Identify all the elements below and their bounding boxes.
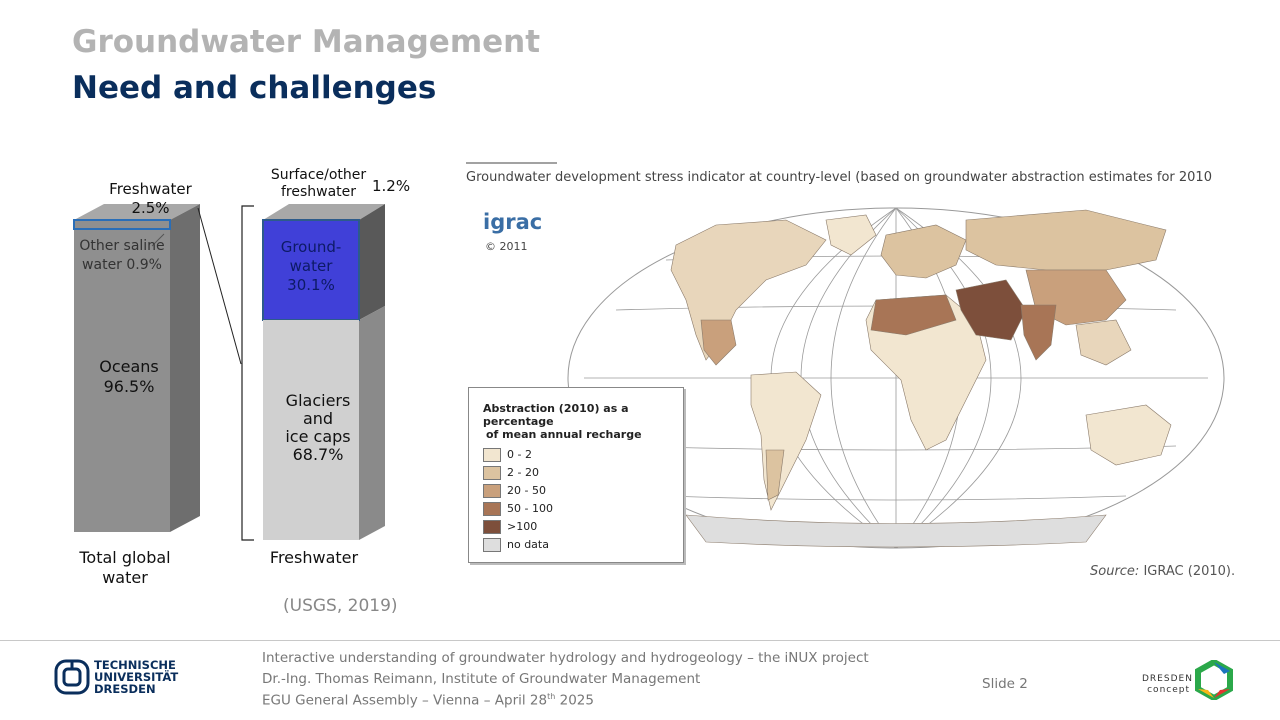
water-distribution-diagram — [73, 204, 385, 541]
usgs-citation: (USGS, 2019) — [283, 596, 398, 616]
groundwater-stress-map: igrac © 2011 — [466, 160, 1228, 580]
footer-project-line: Interactive understanding of groundwater… — [262, 650, 869, 666]
groundwater-label: Ground- water 30.1% — [280, 238, 342, 294]
total-water-bar — [73, 204, 200, 532]
legend-item: 2 - 20 — [483, 466, 539, 480]
map-caption: Groundwater development stress indicator… — [466, 170, 1212, 185]
glaciers-label: Glaciers and ice caps 68.7% — [285, 391, 351, 464]
legend-swatch — [483, 538, 501, 552]
bracket — [241, 205, 254, 541]
saline-water-label: Other saline water 0.9% — [79, 238, 165, 273]
legend-item: >100 — [483, 520, 537, 534]
freshwater-share-label: Freshwater 2.5% — [109, 180, 192, 217]
legend-item: 0 - 2 — [483, 448, 532, 462]
legend-swatch — [483, 484, 501, 498]
total-water-label: Total global water — [79, 548, 171, 587]
legend-item: 20 - 50 — [483, 484, 546, 498]
legend-item: 50 - 100 — [483, 502, 553, 516]
tu-dresden-logo-icon — [54, 659, 90, 695]
slide-subtitle: Need and challenges — [72, 70, 437, 106]
footer-divider — [0, 640, 1280, 641]
oceans-label: Oceans 96.5% — [99, 357, 159, 396]
igrac-logo: igrac — [483, 210, 543, 234]
legend-item: no data — [483, 538, 549, 552]
legend-title: Abstraction (2010) as a percentage of me… — [483, 402, 642, 441]
freshwater-label: Freshwater — [269, 548, 359, 567]
legend-swatch — [483, 448, 501, 462]
surface-water-pct: 1.2% — [372, 177, 411, 195]
surface-water-label: Surface/other freshwater — [270, 167, 367, 200]
tu-dresden-wordmark: TECHNISCHE UNIVERSITÄT DRESDEN — [94, 658, 179, 696]
legend-swatch — [483, 520, 501, 534]
footer-event-line: EGU General Assembly – Vienna – April 28… — [262, 692, 594, 709]
dresden-concept-logo-icon — [1195, 660, 1233, 700]
map-source: Source: IGRAC (2010). — [1090, 564, 1236, 579]
legend-swatch — [483, 466, 501, 480]
connector-line — [197, 207, 242, 365]
freshwater-bar — [262, 204, 385, 540]
footer-author-line: Dr.-Ing. Thomas Reimann, Institute of Gr… — [262, 671, 701, 687]
legend-swatch — [483, 502, 501, 516]
dresden-concept-wordmark: DRESDEN concept — [1142, 674, 1193, 695]
slide-title: Groundwater Management — [72, 24, 541, 60]
slide-number: Slide 2 — [982, 676, 1028, 692]
map-legend: Abstraction (2010) as a percentage of me… — [468, 387, 684, 563]
world-map-image — [466, 162, 1225, 549]
igrac-year: © 2011 — [485, 240, 528, 253]
